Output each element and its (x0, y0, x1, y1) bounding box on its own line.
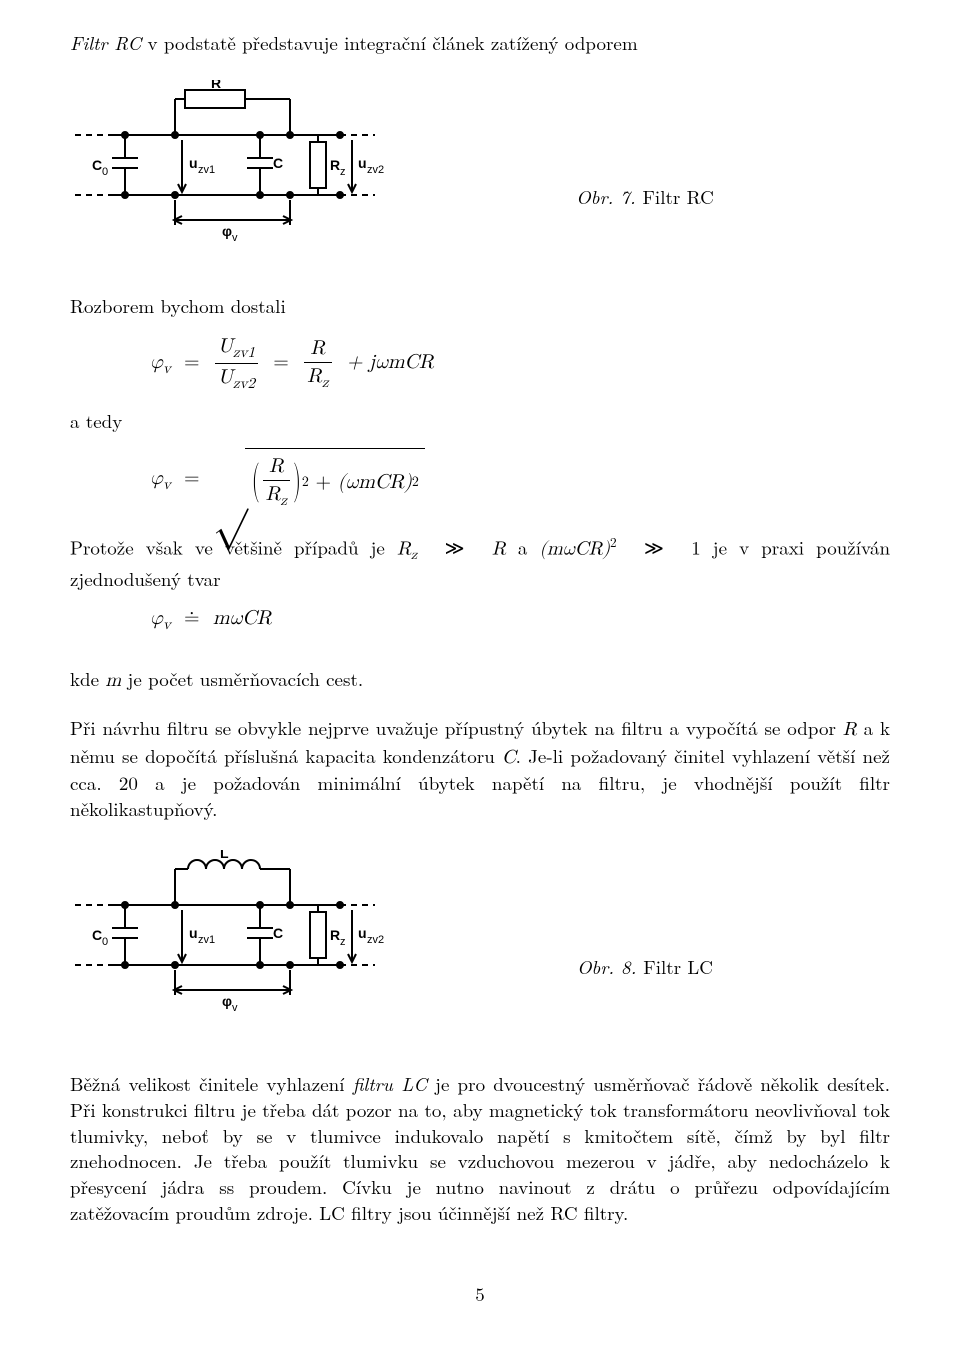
para-bezna: Běžná velikost činitele vyhlazení filtru… (70, 1071, 890, 1225)
eq2-phi-sub: v (163, 477, 171, 492)
figure-7-circuit: C0 uzv1 C Rz uzv2 R φv (70, 80, 400, 256)
eq2-sqrt: √ ( R Rz )2 + (ωmCR)2 (213, 448, 425, 511)
intro-rest-text: v podstatě představuje integrační článek… (148, 29, 638, 56)
p5-a: Při návrhu filtru se obvykle nejprve uva… (70, 714, 843, 741)
svg-text:C: C (92, 927, 102, 943)
svg-text:zv1: zv1 (198, 164, 215, 176)
svg-text:φ: φ (222, 223, 232, 239)
page-number: 5 (70, 1281, 890, 1307)
fig7-caption-num: Obr. 7. (576, 183, 636, 210)
eq3-rhs: mωCR (213, 608, 272, 628)
equation-2: φv = √ ( R Rz )2 + (ωmCR)2 (150, 448, 890, 511)
svg-text:0: 0 (102, 166, 108, 178)
svg-text:u: u (189, 925, 198, 941)
eq1-R: R (310, 338, 325, 358)
figure-8-caption: Obr. 8. Filtr LC (577, 954, 713, 980)
eq1-Rz-sub: z (322, 375, 329, 390)
equation-3: φv ≐ mωCR (150, 605, 890, 635)
section-rozborem: Rozborem bychom dostali (70, 293, 890, 319)
eq1-phi: φ (150, 352, 163, 372)
eq2-plus: + (315, 469, 331, 496)
svg-text:v: v (232, 1002, 238, 1014)
svg-text:z: z (340, 936, 346, 948)
figure-8-caption-col: Obr. 8. Filtr LC (400, 850, 890, 980)
svg-text:zv2: zv2 (367, 934, 384, 946)
fig8-caption-text: Filtr LC (643, 953, 713, 980)
svg-text:C: C (273, 155, 283, 171)
eq3-phi-sub: v (163, 617, 171, 632)
eq2-Rz-sub: z (280, 493, 287, 508)
figure-7-caption: Obr. 7. Filtr RC (576, 184, 714, 210)
svg-text:L: L (220, 850, 229, 861)
svg-text:u: u (358, 925, 367, 941)
svg-text:R: R (330, 157, 340, 173)
figure-8-circuit: C0 uzv1 C Rz uzv2 L φv (70, 850, 400, 1026)
eq2-phi: φ (150, 468, 163, 488)
eq3-doteq: ≐ (184, 608, 200, 628)
p3-gg2: ≫ (644, 534, 664, 561)
p3-one: 1 (691, 534, 701, 561)
para-kde-m: kde m je počet usměrňovacích cest. (70, 666, 890, 694)
svg-text:R: R (211, 80, 221, 91)
eq1-phi-sub: v (163, 361, 171, 376)
svg-text:R: R (330, 927, 340, 943)
intro-filter-name: Filtr RC (70, 29, 141, 56)
p5-R: R (843, 720, 857, 739)
eq1-tail: + jωmCR (347, 352, 434, 372)
equation-1: φv = Uzv1 Uzv2 = R Rz + jωmCR (150, 333, 890, 395)
p3-mw-sq: 2 (610, 532, 617, 551)
figure-8-row: C0 uzv1 C Rz uzv2 L φv Obr. 8. Filtr LC (70, 850, 890, 1026)
p3-mw: (mωCR) (539, 540, 610, 559)
figure-7-row: C0 uzv1 C Rz uzv2 R φv Obr. 7. Filtr RC (70, 80, 890, 256)
eq1-Rz: R (307, 366, 322, 386)
eq3-phi: φ (150, 608, 163, 628)
svg-text:φ: φ (222, 993, 232, 1009)
eq2-omc: (ωmCR) (338, 469, 412, 496)
p5-C: C (502, 748, 516, 767)
para3-mid1: a (518, 534, 540, 561)
para-navrh: Při návrhu filtru se obvykle nejprve uva… (70, 715, 890, 822)
intro-sentence: Filtr RC v podstatě představuje integrač… (70, 30, 890, 56)
p6-it: filtru LC (353, 1070, 427, 1097)
fig8-caption-num: Obr. 8. (577, 953, 637, 980)
svg-text:zv2: zv2 (367, 164, 384, 176)
p3-Rz-sub: z (411, 548, 417, 562)
eq2-exp2: 2 (412, 473, 419, 492)
eq2-R: R (269, 456, 284, 476)
svg-text:0: 0 (102, 936, 108, 948)
p6-a: Běžná velikost činitele vyhlazení (70, 1070, 353, 1097)
svg-text:v: v (232, 232, 238, 244)
eq2-exp1: 2 (302, 473, 309, 492)
figure-7-caption-col: Obr. 7. Filtr RC (400, 80, 890, 210)
a-tedy: a tedy (70, 408, 890, 434)
eq2-Rz: R (266, 484, 281, 504)
svg-text:zv1: zv1 (198, 934, 215, 946)
svg-text:u: u (358, 155, 367, 171)
svg-text:C: C (92, 157, 102, 173)
p4-post: je počet usměrňovacích cest. (121, 665, 363, 692)
svg-text:u: u (189, 155, 198, 171)
svg-text:C: C (273, 925, 283, 941)
eq1-frac2: R Rz (304, 335, 331, 393)
p3-gg1: ≫ (445, 534, 465, 561)
p3-Rz: R (397, 540, 411, 559)
eq1-frac1: Uzv1 Uzv2 (215, 333, 258, 395)
para3-pre: Protože však ve většině případů je (70, 534, 397, 561)
svg-text:z: z (340, 166, 346, 178)
p4-m: m (105, 671, 121, 690)
p3-R: R (492, 540, 506, 559)
p4-pre: kde (70, 665, 105, 692)
eq1-uzv2-sub: zv2 (233, 376, 255, 391)
eq1-uzv1: U (218, 336, 233, 356)
eq1-uzv1-sub: zv1 (233, 345, 255, 360)
fig7-caption-text: Filtr RC (643, 183, 714, 210)
para-protoze: Protože však ve většině případů je Rz ≫ … (70, 533, 890, 591)
eq1-uzv2: U (218, 367, 233, 387)
